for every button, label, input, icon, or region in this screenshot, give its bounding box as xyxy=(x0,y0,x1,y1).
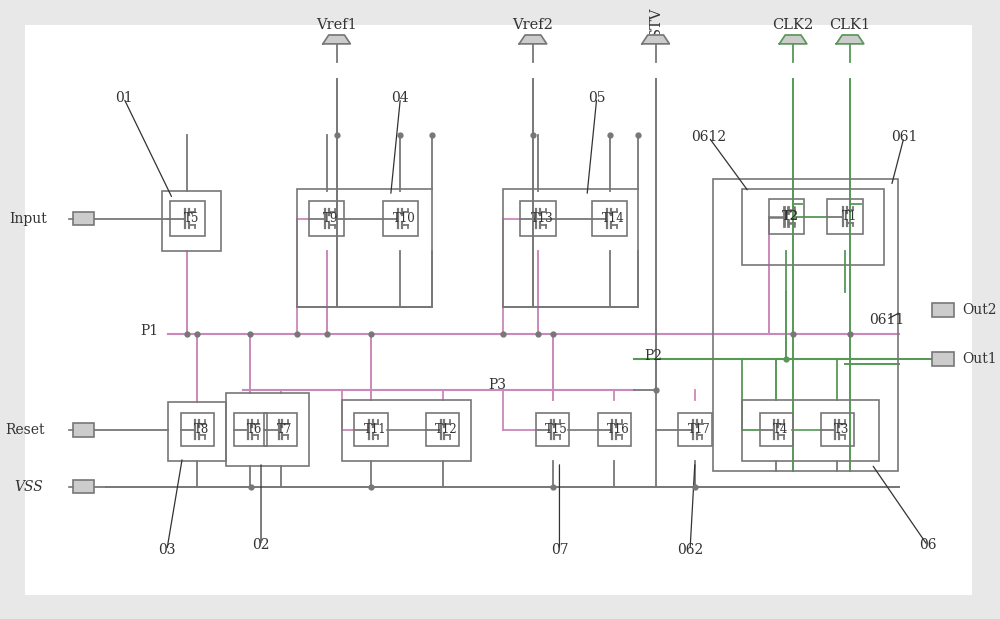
Bar xyxy=(821,413,854,446)
Bar xyxy=(297,189,432,307)
Text: Vref1: Vref1 xyxy=(316,18,357,32)
Text: T6: T6 xyxy=(246,423,262,436)
Text: 061: 061 xyxy=(891,130,917,144)
Bar xyxy=(520,201,556,236)
Text: T12: T12 xyxy=(435,423,458,436)
Text: T16: T16 xyxy=(607,423,630,436)
Polygon shape xyxy=(519,35,547,44)
Text: T14: T14 xyxy=(602,212,625,225)
Polygon shape xyxy=(779,35,807,44)
Text: T2: T2 xyxy=(782,210,799,223)
Polygon shape xyxy=(642,35,669,44)
Bar xyxy=(932,303,954,317)
Bar xyxy=(592,201,627,236)
Bar xyxy=(713,180,898,471)
Bar xyxy=(760,413,793,446)
Bar xyxy=(742,189,884,265)
Text: T4: T4 xyxy=(773,423,788,436)
Text: Reset: Reset xyxy=(6,423,45,436)
Bar xyxy=(73,423,94,436)
Text: STV: STV xyxy=(649,7,663,38)
Text: Out1: Out1 xyxy=(962,352,997,366)
Bar xyxy=(932,352,954,366)
Text: 05: 05 xyxy=(588,91,606,105)
Bar xyxy=(181,413,214,446)
Text: T15: T15 xyxy=(545,423,568,436)
Text: 04: 04 xyxy=(392,91,409,105)
Bar xyxy=(168,402,226,461)
Text: Out2: Out2 xyxy=(962,303,996,317)
Bar xyxy=(170,201,205,236)
Bar xyxy=(309,201,344,236)
Bar xyxy=(598,413,631,446)
Bar xyxy=(678,413,712,446)
Bar xyxy=(426,413,459,446)
Text: 0611: 0611 xyxy=(869,313,904,327)
Text: T13: T13 xyxy=(530,212,553,225)
Bar xyxy=(354,413,388,446)
Text: CLK2: CLK2 xyxy=(772,18,814,32)
Bar xyxy=(769,199,804,234)
Bar xyxy=(73,480,94,493)
Bar xyxy=(536,413,569,446)
Text: T17: T17 xyxy=(687,423,710,436)
Text: T3: T3 xyxy=(834,423,849,436)
Text: T5: T5 xyxy=(184,212,199,225)
Text: P1: P1 xyxy=(140,324,158,339)
Text: 0612: 0612 xyxy=(691,130,726,144)
Text: T7: T7 xyxy=(277,423,292,436)
Text: T8: T8 xyxy=(194,423,209,436)
Bar xyxy=(827,199,863,234)
Text: Vref2: Vref2 xyxy=(513,18,553,32)
Bar xyxy=(742,400,879,461)
Text: 02: 02 xyxy=(252,539,270,553)
Text: 06: 06 xyxy=(919,539,936,553)
Text: 07: 07 xyxy=(551,543,568,557)
Text: T11: T11 xyxy=(364,423,386,436)
Text: P3: P3 xyxy=(489,378,507,392)
Text: 01: 01 xyxy=(115,91,132,105)
Text: T9: T9 xyxy=(323,212,338,225)
Polygon shape xyxy=(836,35,864,44)
Bar xyxy=(342,400,471,461)
Bar xyxy=(264,413,297,446)
Bar xyxy=(503,189,638,307)
Text: T1: T1 xyxy=(841,210,857,223)
Text: Input: Input xyxy=(9,212,47,225)
Bar xyxy=(226,393,309,466)
Bar xyxy=(162,191,221,251)
Text: CLK1: CLK1 xyxy=(829,18,871,32)
Text: 062: 062 xyxy=(677,543,703,557)
Text: VSS: VSS xyxy=(14,480,43,493)
Bar xyxy=(383,201,418,236)
Text: 03: 03 xyxy=(158,543,176,557)
Text: P2: P2 xyxy=(644,349,662,363)
Bar xyxy=(73,212,94,225)
Polygon shape xyxy=(323,35,350,44)
Text: T10: T10 xyxy=(393,212,416,225)
Bar xyxy=(234,413,267,446)
